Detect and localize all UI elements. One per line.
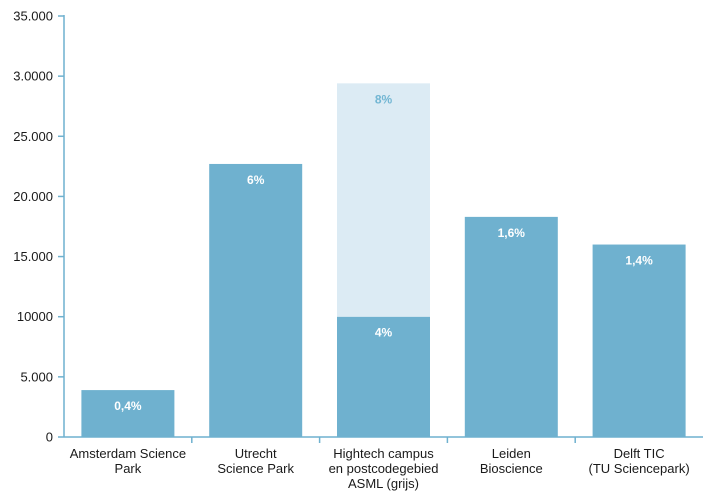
category-label-3-line-0: Leiden [492, 446, 531, 461]
y-tick-label-3: 15.000 [13, 249, 53, 264]
category-label-2: Hightech campus en postcodegebied ASML (gr… [329, 446, 439, 491]
y-tick-label-1: 5.000 [20, 369, 53, 384]
y-tick-label-0: 0 [46, 430, 53, 445]
category-label-4-line-1: (TU Sciencepark) [589, 461, 690, 476]
category-label-1: Utrecht Science Park [217, 446, 294, 476]
category-label-2-line-2: ASML (grijs) [348, 476, 419, 491]
category-label-1-line-1: Science Park [217, 461, 294, 476]
bar-2-series-1 [337, 83, 430, 317]
category-label-3-line-1: Bioscience [480, 461, 543, 476]
data-label-2-series-0: 4% [375, 326, 393, 340]
category-labels-group: Amsterdam Science Park Utrecht Science Park… [70, 446, 690, 491]
category-label-0: Amsterdam Science Park [70, 446, 186, 476]
category-label-4: Delft TIC (TU Sciencepark) [589, 446, 690, 476]
data-label-1-series-0: 6% [247, 173, 265, 187]
category-label-1-line-0: Utrecht [235, 446, 277, 461]
bar-4-series-0 [592, 244, 686, 437]
bar-2-series-0 [337, 316, 430, 437]
data-label-2-series-1: 8% [375, 92, 393, 106]
category-label-2-line-0: Hightech campus [333, 446, 434, 461]
y-tick-label-6: 3.0000 [13, 69, 53, 84]
y-tick-label-5: 25.000 [13, 129, 53, 144]
y-axis: 0 5.000 10000 15.000 20.000 25.000 3.0000 35.00… [13, 9, 65, 445]
y-tick-label-4: 20.000 [13, 189, 53, 204]
category-label-0-line-0: Amsterdam Science [70, 446, 186, 461]
data-label-0-series-0: 0,4% [114, 399, 142, 413]
category-label-3: Leiden Bioscience [480, 446, 543, 476]
bar-3-series-0 [464, 216, 558, 437]
category-label-0-line-1: Park [115, 461, 142, 476]
bar-0-series-0 [81, 390, 175, 437]
y-tick-label-7: 35.000 [13, 9, 53, 24]
data-label-4-series-0: 1,4% [625, 254, 653, 268]
category-label-2-line-1: en postcodegebied [329, 461, 439, 476]
y-tick-label-2: 10000 [17, 309, 53, 324]
data-label-3-series-0: 1,6% [498, 226, 526, 240]
category-label-4-line-0: Delft TIC [614, 446, 665, 461]
data-labels-group: 0,4% 6% 4% 8% 1,6% 1,4% [114, 92, 653, 413]
bar-1-series-0 [209, 163, 303, 438]
x-axis [64, 436, 703, 443]
bars-group [81, 83, 686, 438]
